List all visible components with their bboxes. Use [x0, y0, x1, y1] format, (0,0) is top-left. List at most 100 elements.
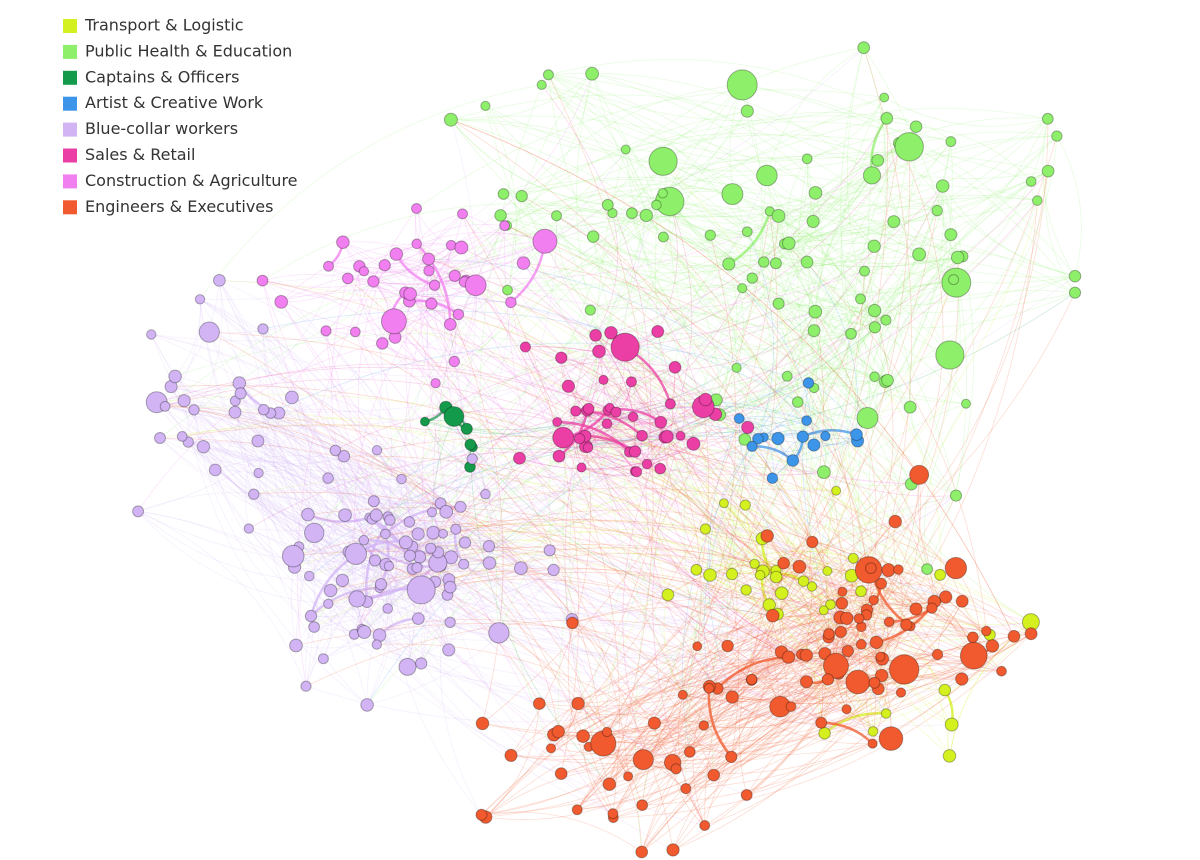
edge — [164, 215, 814, 407]
node — [799, 675, 814, 689]
edge — [503, 193, 815, 331]
edge — [548, 74, 657, 206]
edge — [193, 409, 461, 508]
edge — [137, 323, 391, 512]
node — [411, 203, 422, 214]
edge — [405, 301, 500, 634]
edge — [376, 449, 391, 517]
node — [289, 638, 303, 653]
edge — [812, 160, 878, 222]
edge — [262, 274, 410, 302]
edge — [539, 521, 896, 704]
edge — [270, 342, 809, 414]
node — [610, 406, 622, 418]
edge — [548, 74, 885, 122]
node — [248, 488, 260, 500]
edge — [857, 440, 935, 602]
edge — [503, 193, 743, 289]
edge — [710, 175, 873, 236]
edge — [407, 617, 573, 668]
edge — [572, 606, 881, 657]
edge — [646, 426, 748, 465]
node — [894, 132, 924, 162]
edge — [705, 319, 886, 400]
edge — [416, 243, 467, 282]
node — [853, 613, 865, 624]
edge — [424, 421, 471, 468]
edge — [609, 646, 698, 785]
node — [256, 274, 269, 287]
edge — [351, 450, 378, 633]
edge — [463, 563, 847, 635]
node — [146, 329, 157, 340]
edge — [234, 412, 433, 513]
node — [839, 611, 854, 626]
node — [703, 568, 717, 582]
node — [909, 464, 930, 485]
edge — [629, 427, 748, 456]
edge — [187, 441, 705, 826]
legend-label: Construction & Agriculture — [85, 171, 298, 190]
edge — [358, 266, 383, 344]
edge — [556, 215, 729, 266]
edge — [692, 688, 710, 826]
edge — [448, 552, 831, 605]
edge — [867, 175, 957, 496]
edge — [409, 293, 881, 657]
edge — [188, 441, 434, 533]
node — [754, 569, 766, 581]
edge — [805, 146, 910, 543]
edge — [560, 357, 661, 469]
edge — [857, 474, 921, 683]
edge — [258, 472, 373, 520]
node — [817, 465, 831, 480]
node — [939, 590, 953, 604]
edge — [506, 225, 928, 570]
edge — [375, 261, 808, 561]
edge — [463, 467, 824, 565]
node — [607, 207, 618, 219]
edge — [577, 703, 643, 853]
node — [198, 321, 220, 343]
edge — [507, 204, 657, 291]
legend-label: Artist & Creative Work — [85, 93, 264, 112]
node — [425, 297, 438, 310]
node — [196, 440, 211, 454]
edge — [385, 564, 411, 667]
edge — [705, 528, 1031, 626]
edge — [744, 146, 910, 440]
edge — [458, 225, 505, 315]
edge — [591, 73, 912, 485]
edge — [588, 408, 752, 680]
edge — [450, 119, 608, 206]
node — [841, 704, 852, 715]
edge — [595, 213, 619, 336]
node — [338, 508, 352, 522]
edge — [569, 84, 743, 620]
edge — [730, 439, 747, 591]
edge — [174, 299, 201, 377]
node — [880, 314, 892, 326]
node — [555, 351, 568, 364]
node — [426, 525, 441, 540]
node — [458, 558, 470, 570]
edge — [576, 73, 643, 436]
edge — [744, 505, 777, 571]
edge — [607, 410, 637, 473]
edge — [732, 193, 876, 328]
edge — [373, 269, 455, 282]
node — [542, 69, 554, 81]
edge — [414, 208, 435, 286]
edge — [557, 231, 748, 732]
edge — [645, 464, 718, 689]
edge — [183, 400, 402, 480]
edge — [624, 126, 917, 348]
node — [692, 641, 703, 652]
edge — [564, 332, 612, 785]
edge — [219, 280, 441, 504]
edge — [588, 614, 867, 748]
node — [519, 341, 532, 353]
edge — [454, 302, 512, 362]
node — [367, 275, 380, 288]
edge — [786, 279, 954, 377]
